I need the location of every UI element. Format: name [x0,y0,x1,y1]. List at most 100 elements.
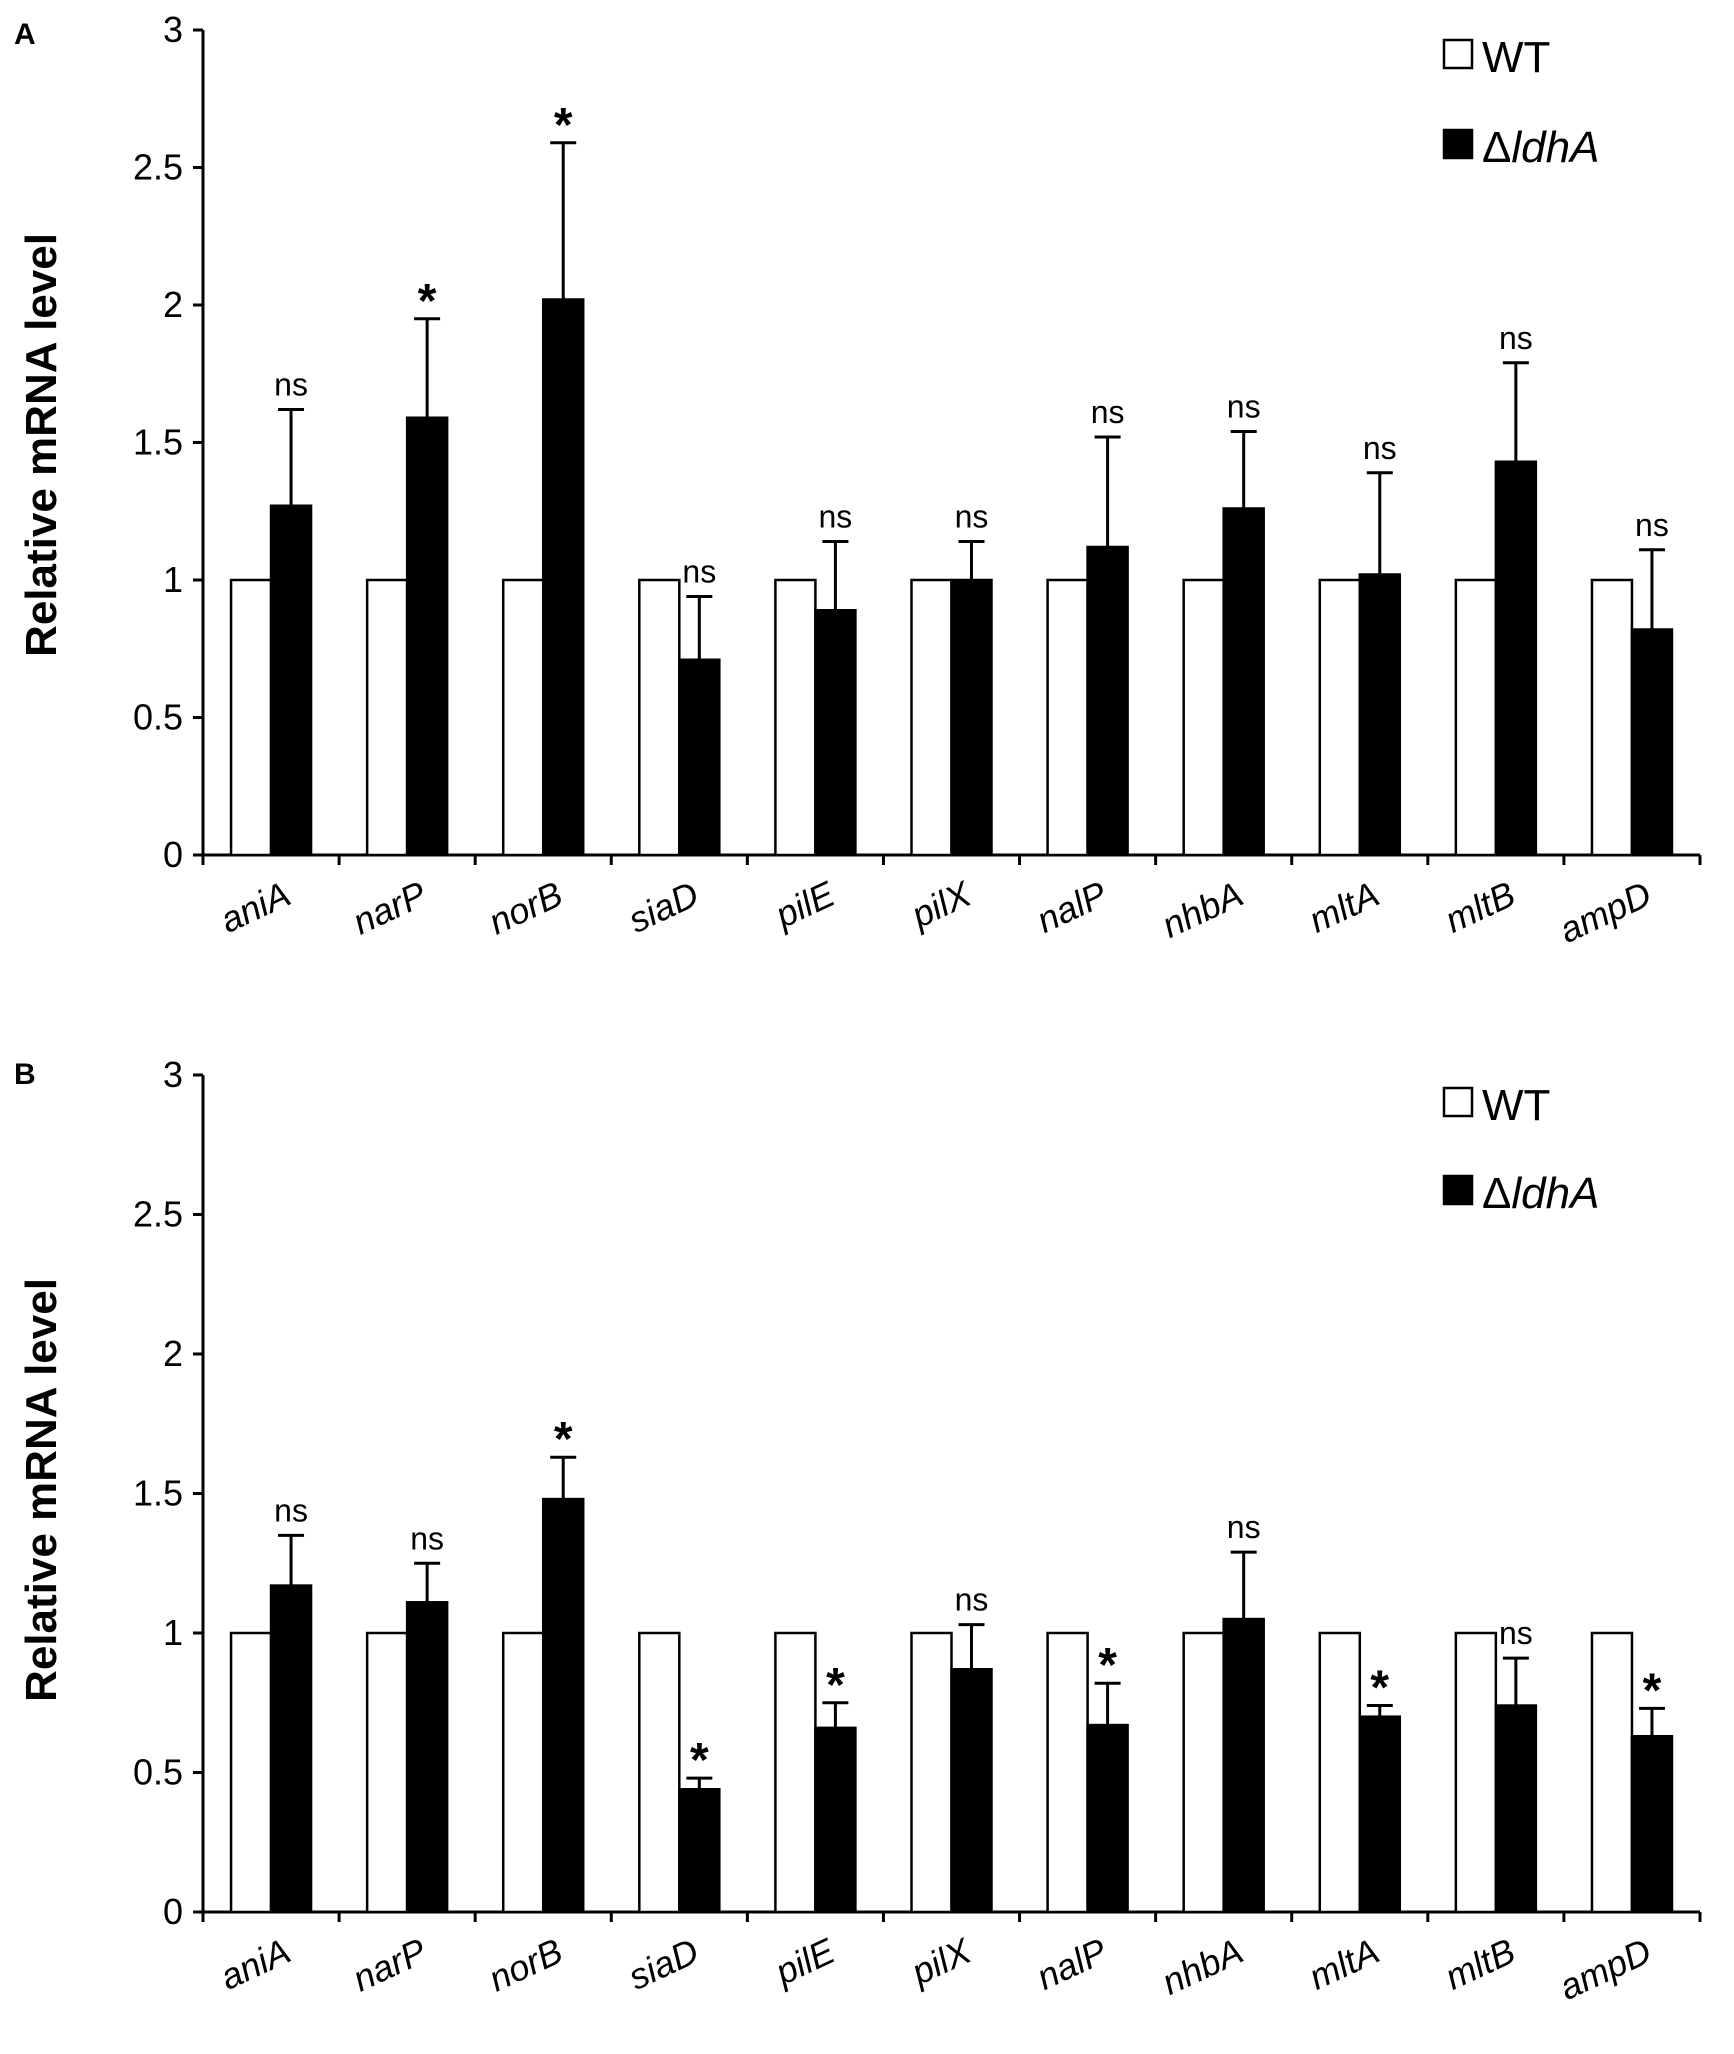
significance-ns: ns [1499,320,1533,356]
significance-ns: ns [1227,389,1261,425]
x-tick-label: ampD [1553,1930,1657,2008]
bar-wt [774,578,817,857]
significance-star: * [1370,1662,1389,1715]
y-axis-label: Relative mRNA level [17,1278,66,1702]
bar-ldha [1630,1734,1674,1914]
legend-label-ldha-delta: Δ [1482,123,1511,172]
bar-ldha [1358,573,1402,857]
y-tick-label: 1.5 [133,1473,183,1514]
y-tick-label: 2.5 [133,1194,183,1235]
bar-wt [229,578,273,857]
bar-ldha [678,1787,721,1914]
bar-ldha [1630,628,1674,857]
legend-label-ldha: ΔldhA [1482,123,1599,172]
bar-ldha [1358,1715,1402,1914]
x-tick-label: mltB [1439,1930,1522,1998]
legend-swatch-wt [1442,38,1474,70]
bar-wt [1046,578,1089,857]
x-tick-label: nalP [1030,1930,1113,1998]
significance-ns: ns [955,1582,989,1618]
bar-wt [1454,578,1498,857]
x-tick-label: aniA [214,873,297,941]
bar-wt [1454,1631,1498,1914]
x-tick-label: mltA [1303,873,1386,941]
panel-b: B Relative mRNA level 0 0.5 1 1.5 2 2.5 3 aniA n… [14,1054,1702,2008]
x-tick-label: norB [482,873,568,942]
x-tick-label: pilX [904,1929,978,1993]
bar-ldha [541,298,585,857]
significance-ns: ns [819,499,853,535]
legend-swatch-wt [1442,1086,1474,1118]
x-tick-label: nhbA [1156,1930,1250,2003]
y-tick-label: 2 [163,1333,183,1374]
bar-wt [910,1631,953,1914]
significance-star: * [690,1734,709,1787]
significance-ns: ns [1499,1615,1533,1651]
bar-wt [1318,1631,1362,1914]
bar-ldha [950,1668,993,1914]
bar-ldha [1222,1617,1265,1914]
legend-swatch-ldha [1442,128,1474,160]
y-tick-label: 1 [163,1612,183,1653]
y-tick-label: 0.5 [133,697,183,738]
x-tick-label: aniA [214,1930,297,1998]
significance-star: * [826,1659,845,1712]
x-tick-label: narP [346,873,432,942]
bar-ldha [405,416,449,857]
y-tick-label: 2.5 [133,147,183,188]
y-tick-label: 2 [163,284,183,325]
bar-wt [501,1631,545,1914]
significance-star: * [1643,1664,1662,1717]
significance-star: * [554,99,573,152]
bar-wt [229,1631,273,1914]
y-tick-label: 1.5 [133,422,183,463]
significance-star: * [418,275,437,328]
bar-wt [365,578,409,857]
bar-wt [774,1631,817,1914]
bar-ldha [950,578,993,857]
significance-star: * [554,1413,573,1466]
bar-ldha [1494,1704,1538,1914]
bar-wt [910,578,953,857]
x-tick-label: norB [482,1930,568,1999]
x-tick-label: ampD [1553,873,1657,951]
bar-ldha [405,1601,449,1914]
y-tick-label: 3 [163,9,183,50]
bar-wt [1046,1631,1089,1914]
bar-ldha [814,1726,857,1914]
significance-ns: ns [955,499,989,535]
panel-label: B [14,1058,36,1091]
significance-ns: ns [410,1520,444,1556]
y-tick-label: 0 [163,834,183,875]
bar-ldha [269,1584,313,1914]
legend-label-ldha-gene: ldhA [1511,123,1599,172]
significance-ns: ns [1363,430,1397,466]
bar-ldha [1086,545,1129,857]
x-tick-label: pilE [768,873,842,936]
y-tick-label: 3 [163,1054,183,1095]
significance-ns: ns [1635,507,1669,543]
significance-ns: ns [1091,394,1125,430]
bar-ldha [1222,507,1265,857]
x-tick-label: pilE [768,1930,842,1993]
x-tick-label: nalP [1030,873,1113,941]
y-tick-label: 1 [163,559,183,600]
legend-swatch-ldha [1442,1174,1474,1206]
bar-wt [1182,578,1225,857]
x-tick-label: siaD [622,873,705,941]
bar-ldha [1494,460,1538,857]
legend-label-ldha-delta: Δ [1482,1169,1511,1218]
significance-ns: ns [682,554,716,590]
bar-wt [365,1631,409,1914]
bar-wt [1318,578,1362,857]
bar-ldha [814,609,857,857]
legend-label-ldha-gene: ldhA [1511,1169,1599,1218]
bar-ldha [678,658,721,857]
x-tick-label: mltA [1303,1930,1386,1998]
x-tick-label: mltB [1439,873,1522,941]
significance-ns: ns [274,1492,308,1528]
panel-a: A Relative mRNA level 0 0.5 1 1.5 2 2.5 3 aniA n… [14,9,1702,951]
bar-wt [1182,1631,1225,1914]
legend-label-ldha: ΔldhA [1482,1169,1599,1218]
